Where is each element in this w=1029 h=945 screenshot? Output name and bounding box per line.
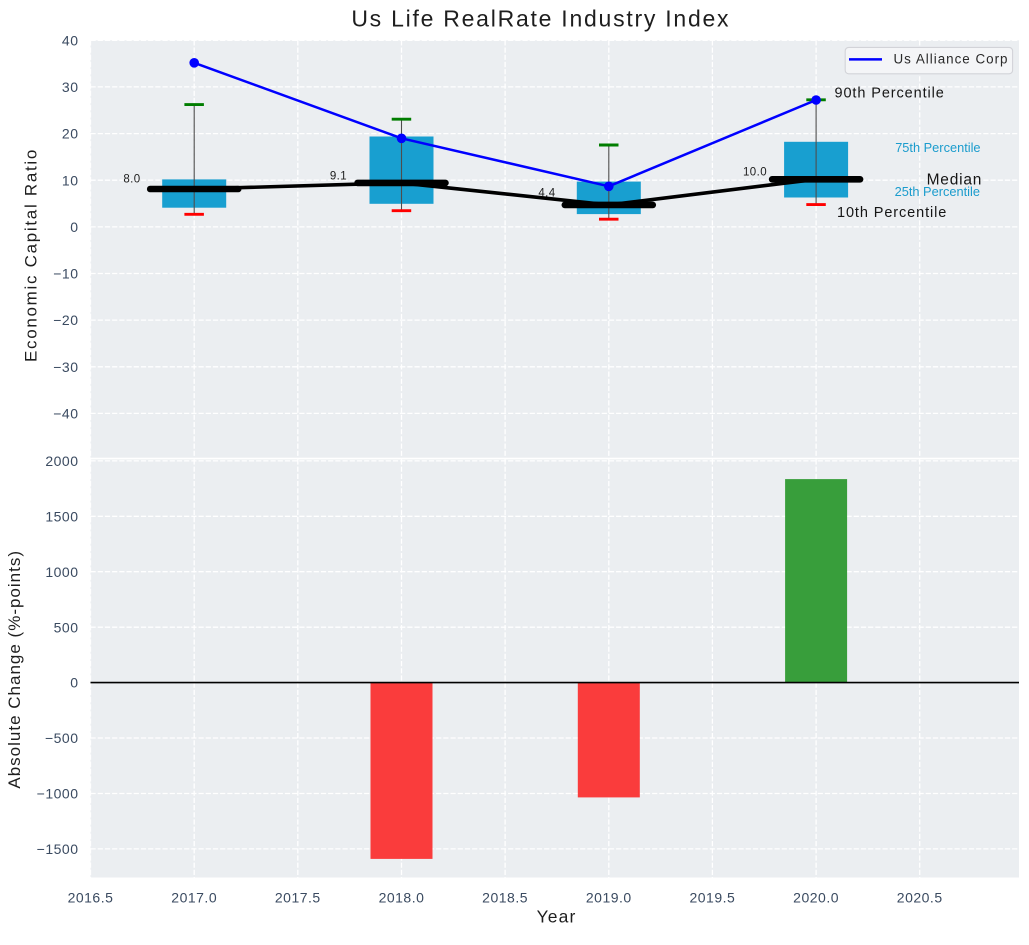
svg-text:2017.0: 2017.0: [171, 890, 217, 906]
svg-text:2020.5: 2020.5: [897, 890, 943, 906]
svg-text:2000: 2000: [45, 453, 78, 469]
svg-text:−1500: −1500: [37, 841, 79, 857]
svg-text:2016.5: 2016.5: [68, 890, 114, 906]
svg-text:90th Percentile: 90th Percentile: [835, 86, 945, 102]
svg-text:10.0: 10.0: [743, 167, 767, 179]
svg-text:Us Life RealRate Industry Inde: Us Life RealRate Industry Index: [351, 5, 730, 31]
svg-text:Absolute Change (%-points): Absolute Change (%-points): [5, 550, 24, 789]
svg-text:2017.5: 2017.5: [275, 890, 321, 906]
svg-text:2018.0: 2018.0: [379, 890, 425, 906]
svg-text:2019.5: 2019.5: [689, 890, 735, 906]
svg-text:500: 500: [54, 619, 79, 635]
svg-text:40: 40: [62, 32, 79, 48]
svg-text:2018.5: 2018.5: [482, 890, 528, 906]
svg-text:75th Percentile: 75th Percentile: [895, 140, 980, 155]
svg-text:10th Percentile: 10th Percentile: [837, 205, 947, 221]
svg-text:−500: −500: [45, 730, 79, 746]
svg-text:0: 0: [70, 219, 78, 235]
svg-text:1500: 1500: [45, 508, 78, 524]
svg-text:0: 0: [70, 675, 78, 691]
svg-text:Economic Capital Ratio: Economic Capital Ratio: [22, 148, 41, 362]
svg-text:−10: −10: [53, 266, 78, 282]
svg-text:−30: −30: [53, 359, 78, 375]
svg-text:1000: 1000: [45, 564, 78, 580]
svg-text:2020.0: 2020.0: [793, 890, 839, 906]
svg-text:25th Percentile: 25th Percentile: [895, 184, 980, 199]
svg-text:9.1: 9.1: [330, 171, 347, 183]
svg-text:Us Alliance Corp: Us Alliance Corp: [894, 52, 1009, 67]
svg-text:−20: −20: [53, 312, 78, 328]
svg-text:30: 30: [62, 79, 79, 95]
svg-text:10: 10: [62, 172, 79, 188]
svg-text:Year: Year: [537, 907, 577, 927]
svg-text:4.4: 4.4: [538, 187, 555, 199]
svg-text:2019.0: 2019.0: [586, 890, 632, 906]
svg-text:−1000: −1000: [37, 786, 79, 802]
svg-text:8.0: 8.0: [123, 174, 140, 186]
svg-text:−40: −40: [53, 406, 78, 422]
svg-text:Median: Median: [927, 172, 983, 189]
svg-text:20: 20: [62, 126, 79, 142]
